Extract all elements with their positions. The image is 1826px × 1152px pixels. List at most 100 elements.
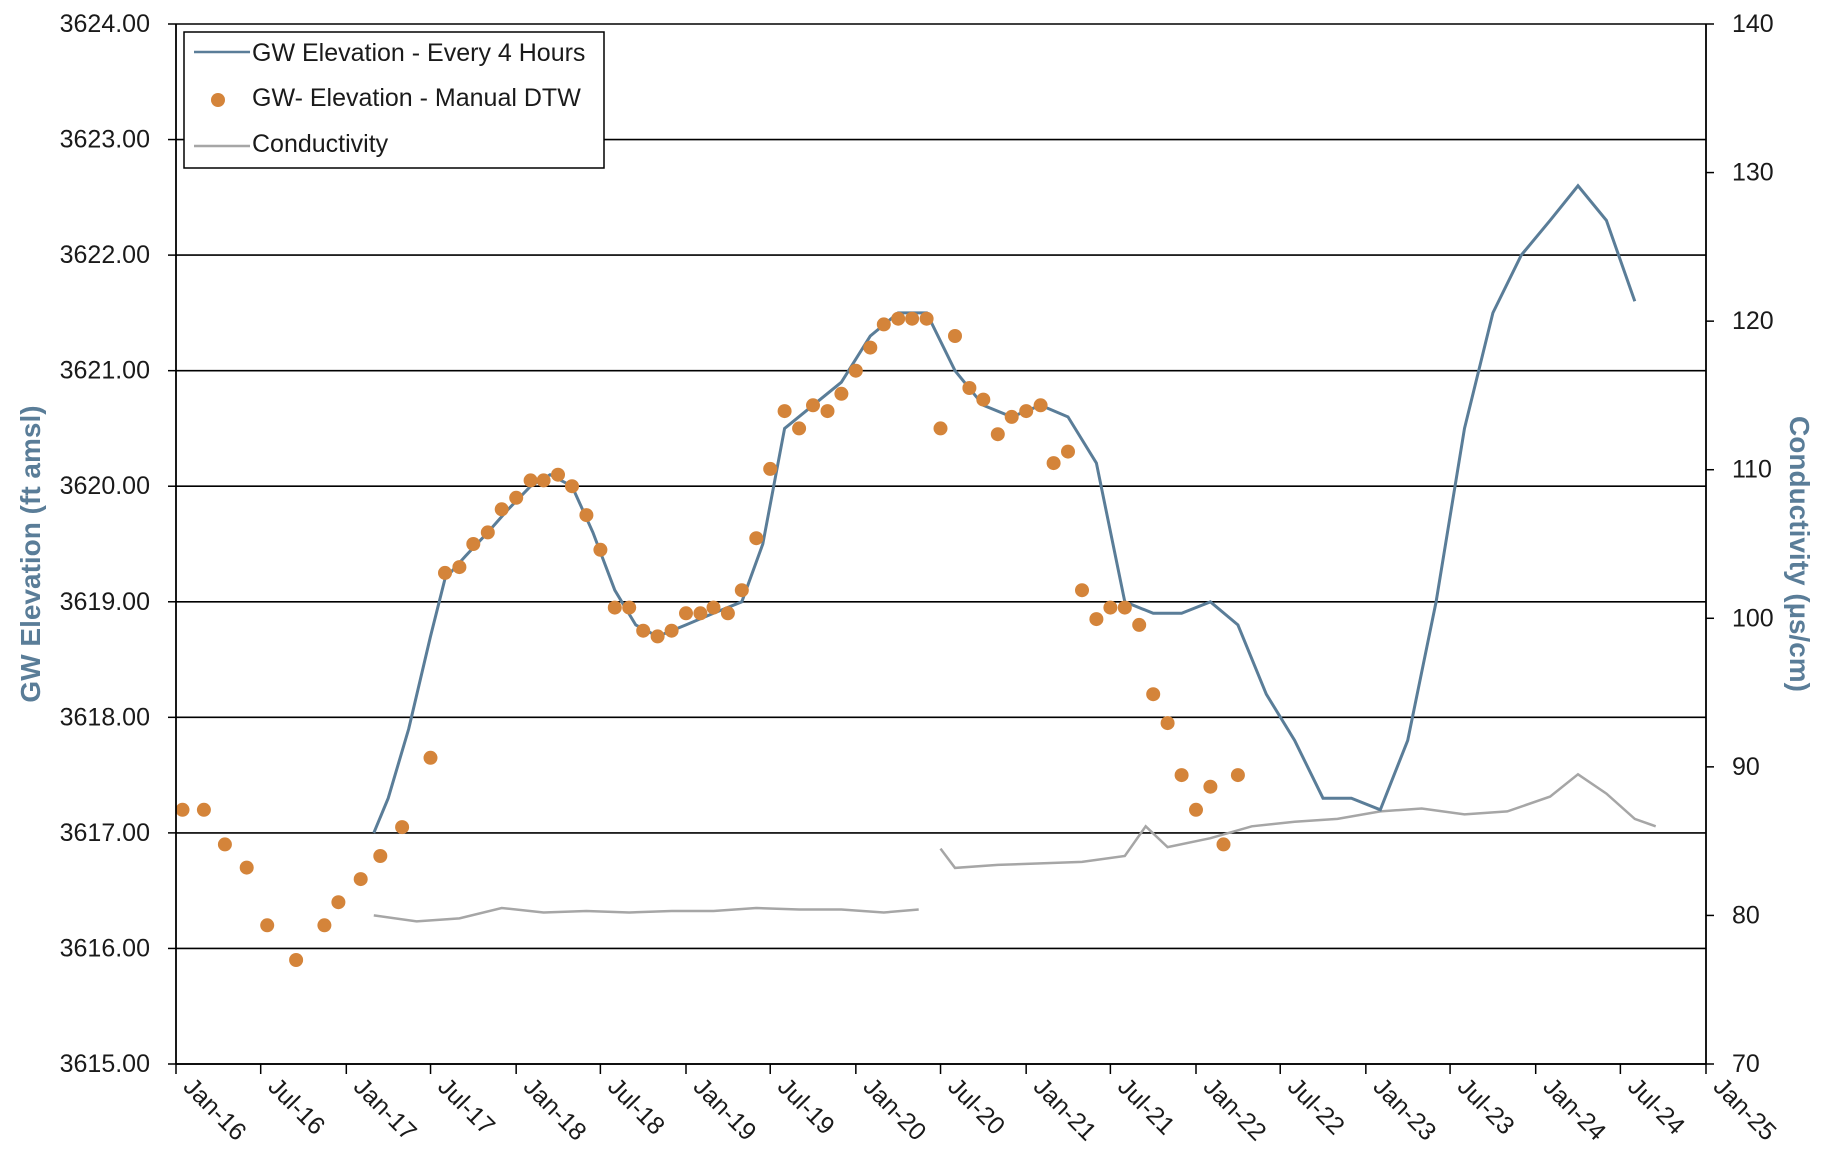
legend-box xyxy=(183,31,605,169)
legend-swatch-manual-point xyxy=(211,93,225,107)
x-tick-label: Jan-24 xyxy=(1537,1072,1611,1146)
y2-tick-label: 90 xyxy=(1732,753,1760,781)
x-tick-label: Jan-22 xyxy=(1198,1072,1272,1146)
y-tick-label: 3616.00 xyxy=(60,934,150,962)
manual-dtw-point xyxy=(565,479,579,494)
y2-tick-label: 120 xyxy=(1732,307,1774,335)
axes xyxy=(168,23,1714,1074)
manual-dtw-point xyxy=(664,623,679,638)
x-tick-label: Jul-19 xyxy=(772,1072,840,1140)
y-tick-label: 3615.00 xyxy=(60,1050,150,1078)
manual-dtw-point xyxy=(551,467,565,482)
manual-dtw-point xyxy=(848,363,863,378)
manual-dtw-point xyxy=(289,953,304,967)
x-tick-label: Jan-18 xyxy=(518,1072,592,1146)
manual-dtw-point xyxy=(720,606,735,621)
y-tick-label: 3619.00 xyxy=(60,588,150,616)
manual-dtw-point xyxy=(175,802,190,817)
manual-dtw-point xyxy=(734,583,749,598)
y-tick-label: 3623.00 xyxy=(60,126,150,154)
manual-dtw-point xyxy=(1160,716,1175,731)
manual-dtw-point xyxy=(480,525,495,540)
manual-dtw-point xyxy=(777,404,792,419)
manual-dtw-point xyxy=(1117,600,1132,615)
manual-dtw-point xyxy=(196,802,211,817)
manual-dtw-point xyxy=(919,311,934,326)
manual-dtw-point xyxy=(579,508,594,523)
manual-dtw-point xyxy=(1089,612,1104,627)
manual-dtw-point xyxy=(217,837,232,852)
manual-dtw-point xyxy=(1075,583,1089,598)
y-tick-label: 3622.00 xyxy=(60,241,150,269)
x-tick-labels: Jan-16 Jul-16 Jan-17 Jul-17 Jan-18 Jul-18 Jan-… xyxy=(178,1072,1782,1146)
conductivity-series xyxy=(373,772,1657,923)
y-tick-label: 3624.00 xyxy=(60,10,150,38)
manual-dtw-point xyxy=(317,918,332,933)
manual-dtw-point xyxy=(239,860,254,875)
manual-dtw-point xyxy=(891,311,906,326)
manual-dtw-series xyxy=(175,311,1245,967)
x-tick-label: Jan-16 xyxy=(178,1072,252,1146)
manual-dtw-point xyxy=(1033,398,1048,413)
y-tick-label: 3620.00 xyxy=(60,472,150,500)
manual-dtw-point xyxy=(806,398,820,413)
manual-dtw-point xyxy=(353,872,368,887)
manual-dtw-point xyxy=(976,392,991,407)
manual-dtw-point xyxy=(1230,768,1245,783)
manual-dtw-point xyxy=(509,490,524,505)
manual-dtw-point xyxy=(834,386,849,401)
manual-dtw-point xyxy=(792,421,807,436)
manual-dtw-point xyxy=(536,473,551,488)
manual-dtw-point xyxy=(679,606,693,621)
manual-dtw-point xyxy=(1132,617,1147,632)
legend-label-conductivity: Conductivity xyxy=(252,130,389,158)
y-tick-labels: 3615.00 3616.00 3617.00 3618.00 3619.00 3620.… xyxy=(60,10,150,1078)
x-tick-label: Jul-16 xyxy=(262,1072,330,1140)
legend: GW Elevation - Every 4 Hours GW- Elevati… xyxy=(183,31,605,169)
manual-dtw-point xyxy=(622,600,637,615)
conductivity-line xyxy=(939,772,1657,870)
x-tick-label: Jan-19 xyxy=(688,1072,762,1146)
grid-lines xyxy=(176,23,1706,1065)
manual-dtw-point xyxy=(962,381,977,395)
gw-elevation-line xyxy=(372,183,1637,834)
x-tick-label: Jul-22 xyxy=(1282,1072,1350,1140)
x-tick-label: Jul-20 xyxy=(942,1072,1010,1140)
manual-dtw-point xyxy=(933,421,948,436)
y-tick-label: 3618.00 xyxy=(60,703,150,731)
x-tick-label: Jan-20 xyxy=(858,1072,932,1146)
manual-dtw-point xyxy=(876,317,891,332)
x-tick-label: Jul-21 xyxy=(1112,1072,1180,1140)
y-axis-title: GW Elevation (ft amsl) xyxy=(15,405,46,702)
y2-tick-label: 80 xyxy=(1732,901,1760,929)
y2-tick-label: 140 xyxy=(1732,10,1774,38)
y2-tick-label: 130 xyxy=(1732,159,1774,187)
manual-dtw-point xyxy=(523,473,538,488)
manual-dtw-point xyxy=(395,820,410,835)
manual-dtw-point xyxy=(948,329,962,343)
legend-label-gw: GW Elevation - Every 4 Hours xyxy=(252,39,585,67)
x-tick-label: Jul-18 xyxy=(602,1072,670,1140)
y2-tick-label: 110 xyxy=(1732,456,1772,484)
manual-dtw-point xyxy=(706,600,721,615)
manual-dtw-point xyxy=(1203,779,1218,794)
y-tick-label: 3617.00 xyxy=(60,819,150,847)
x-tick-label: Jan-17 xyxy=(348,1072,422,1146)
gw-elevation-series xyxy=(372,183,1637,834)
legend-label-manual: GW- Elevation - Manual DTW xyxy=(252,84,581,112)
y2-tick-label: 100 xyxy=(1732,604,1774,632)
y2-tick-label: 70 xyxy=(1732,1050,1760,1078)
manual-dtw-point xyxy=(763,461,778,476)
manual-dtw-point xyxy=(373,849,388,863)
x-tick-label: Jan-25 xyxy=(1708,1072,1782,1146)
manual-dtw-point xyxy=(331,895,346,910)
manual-dtw-point xyxy=(494,502,509,517)
manual-dtw-point xyxy=(452,560,467,575)
x-tick-label: Jul-17 xyxy=(432,1072,500,1140)
manual-dtw-point xyxy=(1061,444,1075,459)
manual-dtw-point xyxy=(905,311,920,326)
manual-dtw-point xyxy=(636,623,651,638)
manual-dtw-point xyxy=(1046,456,1061,471)
x-tick-label: Jul-24 xyxy=(1622,1072,1690,1140)
